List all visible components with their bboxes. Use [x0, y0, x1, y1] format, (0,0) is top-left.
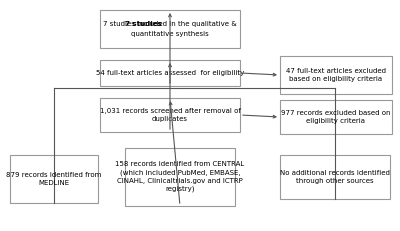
Bar	[280, 100, 392, 134]
Text: 7 studies included in the qualitative &: 7 studies included in the qualitative &	[103, 21, 237, 27]
Bar	[100, 60, 240, 86]
Bar	[100, 98, 240, 132]
Bar	[100, 10, 240, 48]
Text: 879 records identified from
MEDLINE: 879 records identified from MEDLINE	[6, 172, 102, 186]
Text: quantitative synthesis: quantitative synthesis	[131, 31, 209, 37]
Text: 7 studies: 7 studies	[125, 21, 161, 27]
Bar	[280, 56, 392, 94]
Bar	[10, 155, 98, 203]
Text: 47 full-text articles excluded
based on eligibility criteria: 47 full-text articles excluded based on …	[286, 68, 386, 82]
Bar	[280, 155, 390, 199]
Bar	[125, 148, 235, 206]
Text: No additional records identified
through other sources: No additional records identified through…	[280, 170, 390, 184]
Text: 1,031 records screened after removal of
duplicates: 1,031 records screened after removal of …	[100, 108, 240, 122]
Text: 54 full-text articles assessed  for eligibility: 54 full-text articles assessed for eligi…	[96, 70, 244, 76]
Text: 158 records identified from CENTRAL
(which included PubMed, EMBASE,
CINAHL, Clin: 158 records identified from CENTRAL (whi…	[115, 161, 245, 192]
Text: 977 records excluded based on
eligibility criteria: 977 records excluded based on eligibilit…	[281, 110, 391, 124]
